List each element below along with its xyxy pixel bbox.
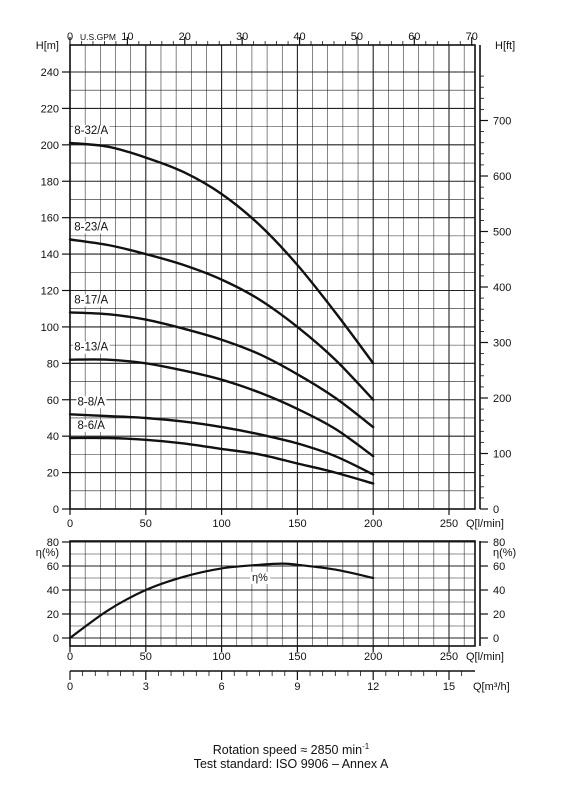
eff-tick-label-right: 20 xyxy=(493,609,505,621)
h-ft-tick-label: 0 xyxy=(493,504,499,516)
rotation-speed-unit-exponent: -1 xyxy=(362,742,370,751)
eff-tick-label-left: 40 xyxy=(47,585,59,597)
h-m-tick-label: 200 xyxy=(41,140,59,152)
h-m-tick-label: 220 xyxy=(41,103,59,115)
eff-tick-label-left: 0 xyxy=(53,633,59,645)
h-ft-axis-label: H[ft] xyxy=(495,40,515,52)
h-m-tick-label: 120 xyxy=(41,286,59,298)
h-m-tick-label: 140 xyxy=(41,249,59,261)
h-ft-tick-label: 300 xyxy=(493,338,511,350)
head-curve-label: 8-8/A xyxy=(77,396,105,408)
eff-tick-label-right: 80 xyxy=(493,537,505,549)
efficiency-curve xyxy=(68,562,375,640)
eff-q-tick-label: 50 xyxy=(140,651,152,663)
q-axis-label: Q[l/min] xyxy=(466,518,504,530)
m3h-axis-label: Q[m³/h] xyxy=(473,681,510,693)
head-curve-label-bg xyxy=(73,294,110,307)
eff-q-tick-label: 200 xyxy=(364,651,382,663)
rotation-speed-note: Rotation speed ≈ 2850 min-1 xyxy=(0,742,582,757)
h-ft-tick-label: 600 xyxy=(493,171,511,183)
eff-tick-label-right: 60 xyxy=(493,561,505,573)
h-m-axis-label: H[m] xyxy=(36,40,59,52)
h-ft-tick-label: 500 xyxy=(493,227,511,239)
gpm-tick-label: 0 xyxy=(67,31,73,43)
m3h-tick-label: 6 xyxy=(219,681,225,693)
gpm-tick-label: 40 xyxy=(293,31,305,43)
head-curve-label: 8-13/A xyxy=(74,342,108,354)
q-tick-label: 250 xyxy=(440,518,458,530)
eff-tick-label-left: 60 xyxy=(47,561,59,573)
h-ft-tick-label: 100 xyxy=(493,449,511,461)
eff-axis-label-left: η(%) xyxy=(36,547,59,559)
head-curve-label-bg xyxy=(73,221,110,234)
h-m-tick-label: 160 xyxy=(41,213,59,225)
head-curve-label-bg xyxy=(76,419,107,432)
head-curve-8-32-a xyxy=(68,141,375,365)
h-ft-tick-label: 200 xyxy=(493,393,511,405)
eff-q-axis-label: Q[l/min] xyxy=(466,651,504,663)
gpm-tick-label: 20 xyxy=(179,31,191,43)
h-m-tick-label: 80 xyxy=(47,358,59,370)
gpm-tick-label: 10 xyxy=(121,31,133,43)
eff-axis-label-right: η(%) xyxy=(493,547,516,559)
head-curve-label-bg xyxy=(76,396,107,409)
m3h-tick-label: 9 xyxy=(294,681,300,693)
gpm-tick-label: 60 xyxy=(408,31,420,43)
m3h-tick-label: 15 xyxy=(443,681,455,693)
head-curve-8-6-a xyxy=(68,436,375,485)
h-m-tick-label: 0 xyxy=(53,504,59,516)
q-tick-label: 50 xyxy=(140,518,152,530)
h-m-tick-label: 60 xyxy=(47,395,59,407)
efficiency-curve-label: η% xyxy=(252,572,268,584)
head-curve-8-17-a xyxy=(68,311,375,429)
eff-plot-frame xyxy=(69,540,476,647)
gpm-axis-label: U.S.GPM xyxy=(80,32,116,42)
head-curve-label: 8-23/A xyxy=(74,222,108,234)
gpm-tick-label: 30 xyxy=(236,31,248,43)
rotation-speed-text: Rotation speed ≈ 2850 min xyxy=(212,743,363,758)
h-ft-tick-label: 400 xyxy=(493,282,511,294)
h-m-tick-label: 100 xyxy=(41,322,59,334)
eff-tick-label-left: 20 xyxy=(47,609,59,621)
h-m-tick-label: 20 xyxy=(47,468,59,480)
m3h-tick-label: 3 xyxy=(143,681,149,693)
h-m-tick-label: 40 xyxy=(47,431,59,443)
h-m-tick-label: 180 xyxy=(41,176,59,188)
head-curve-label-bg xyxy=(73,125,110,138)
eff-q-tick-label: 100 xyxy=(212,651,230,663)
eff-q-tick-label: 150 xyxy=(288,651,306,663)
q-tick-label: 200 xyxy=(364,518,382,530)
head-curve-8-13-a xyxy=(68,358,375,458)
head-curve-label: 8-32/A xyxy=(74,125,108,137)
eff-tick-label-right: 40 xyxy=(493,585,505,597)
q-tick-label: 0 xyxy=(67,518,73,530)
eff-tick-label-right: 0 xyxy=(493,633,499,645)
h-m-tick-label: 240 xyxy=(41,67,59,79)
q-tick-label: 150 xyxy=(288,518,306,530)
q-tick-label: 100 xyxy=(212,518,230,530)
eff-tick-label-left: 80 xyxy=(47,537,59,549)
test-standard-note: Test standard: ISO 9906 – Annex A xyxy=(193,757,389,771)
eff-q-tick-label: 250 xyxy=(440,651,458,663)
head-plot-frame xyxy=(69,44,476,510)
gpm-tick-label: 50 xyxy=(351,31,363,43)
head-curve-label: 8-17/A xyxy=(74,294,108,306)
head-curve-8-23-a xyxy=(68,238,375,401)
h-ft-tick-label: 700 xyxy=(493,116,511,128)
head-curve-label-bg xyxy=(73,341,110,354)
gpm-tick-label: 70 xyxy=(466,31,478,43)
m3h-tick-label: 12 xyxy=(367,681,379,693)
eff-q-tick-label: 0 xyxy=(67,651,73,663)
m3h-tick-label: 0 xyxy=(67,681,73,693)
head-curve-label: 8-6/A xyxy=(77,420,105,432)
efficiency-label-bg xyxy=(250,572,271,584)
head-curve-8-8-a xyxy=(68,413,375,476)
